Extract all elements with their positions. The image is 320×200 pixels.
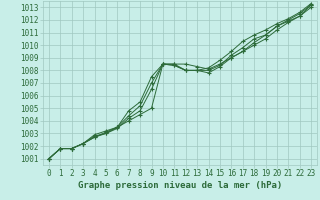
X-axis label: Graphe pression niveau de la mer (hPa): Graphe pression niveau de la mer (hPa) xyxy=(78,181,282,190)
